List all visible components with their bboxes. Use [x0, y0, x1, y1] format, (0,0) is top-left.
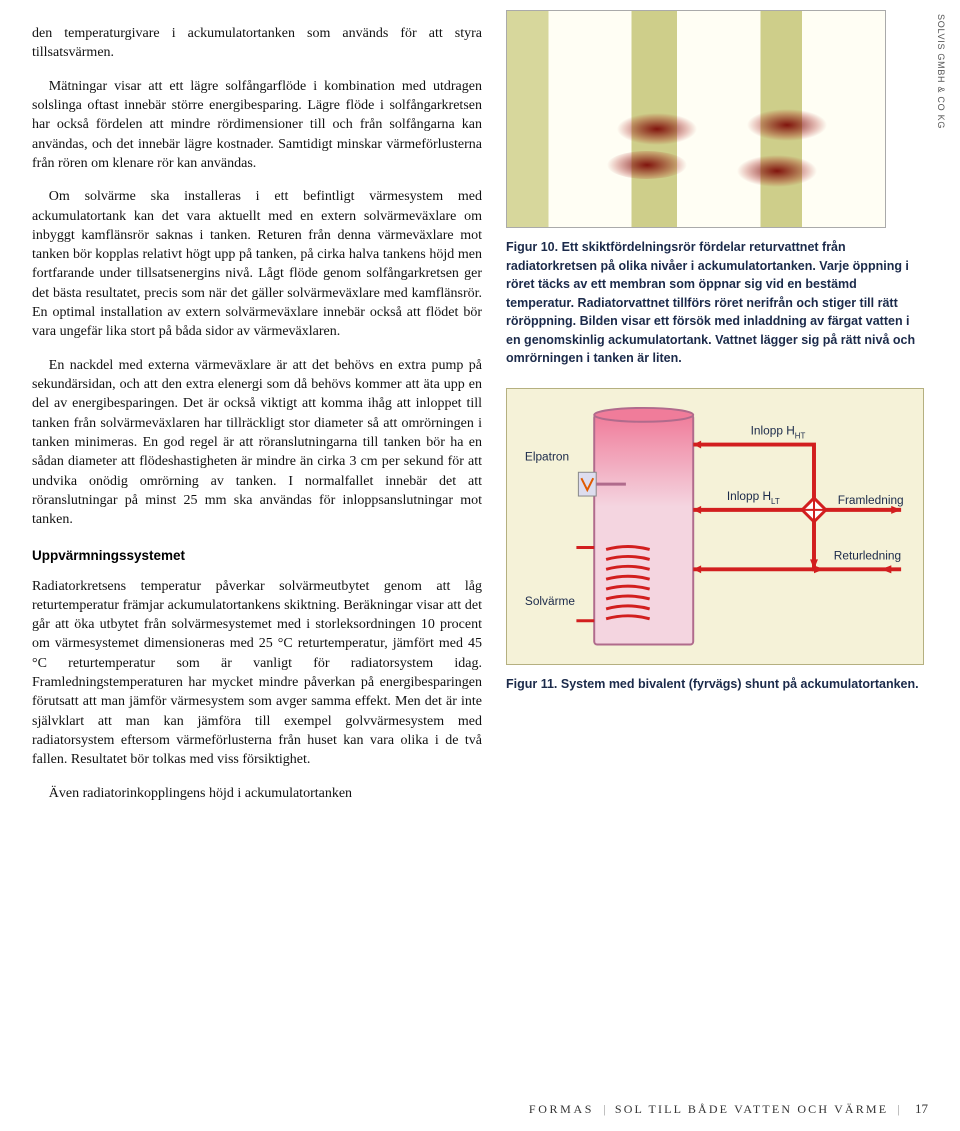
page-footer: FORMAS | SOL TILL BÅDE VATTEN OCH VÄRME … — [529, 1101, 928, 1117]
figure-column: SOLVIS GMBH & CO KG Figur 10. Ett skiktf… — [506, 10, 924, 817]
section-heading: Uppvärmningssystemet — [32, 548, 482, 563]
figure-caption-text: Ett skiktfördelningsrör fördelar returva… — [506, 240, 915, 365]
figure-number: Figur 10. — [506, 240, 558, 254]
figure-11-caption: Figur 11. System med bivalent (fyrvägs) … — [506, 675, 924, 694]
footer-publisher: FORMAS — [529, 1102, 594, 1116]
main-text-column: den temperaturgivare i ackumulatortanken… — [32, 10, 482, 817]
paragraph: En nackdel med externa värmeväxlare är a… — [32, 356, 482, 530]
figure-10-photo — [506, 10, 886, 228]
footer-title: SOL TILL BÅDE VATTEN OCH VÄRME — [615, 1102, 888, 1116]
paragraph: Mätningar visar att ett lägre solfångarf… — [32, 77, 482, 174]
paragraph: Radiatorkretsens temperatur påverkar sol… — [32, 577, 482, 770]
figure-number: Figur 11. — [506, 677, 557, 691]
paragraph: den temperaturgivare i ackumulatortanken… — [32, 24, 482, 63]
photo-credit: SOLVIS GMBH & CO KG — [936, 14, 946, 129]
label-solvarme: Solvärme — [525, 593, 575, 607]
label-returledning: Returledning — [834, 548, 901, 562]
label-elpatron: Elpatron — [525, 449, 569, 463]
footer-page-number: 17 — [915, 1101, 928, 1116]
figure-11-diagram: Elpatron Solvärme Inlopp HHT Inlopp HLT … — [506, 388, 924, 665]
label-inlopp-lt: Inlopp HLT — [727, 488, 780, 505]
paragraph: Även radiatorinkopplingens höjd i ackumu… — [32, 784, 482, 803]
figure-caption-text: System med bivalent (fyrvägs) shunt på a… — [557, 677, 918, 691]
tank-shunt-diagram: Elpatron Solvärme Inlopp HHT Inlopp HLT … — [517, 401, 913, 658]
label-inlopp-ht: Inlopp HHT — [751, 423, 806, 440]
figure-10-caption: Figur 10. Ett skiktfördelningsrör fördel… — [506, 238, 924, 368]
paragraph: Om solvärme ska installeras i ett befint… — [32, 187, 482, 342]
label-framledning: Framledning — [838, 492, 904, 506]
